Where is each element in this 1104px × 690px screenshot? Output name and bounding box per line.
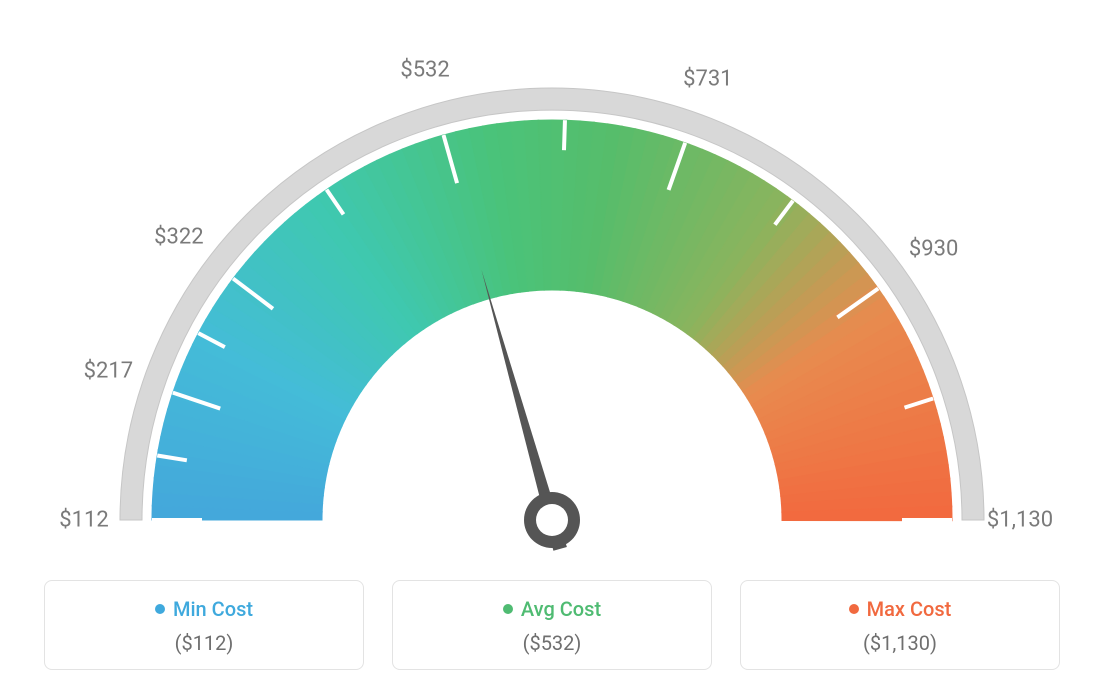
gauge-chart [0,0,1104,560]
legend-value-max: ($1,130) [751,631,1049,655]
tick-label: $532 [400,57,449,82]
tick-label: $112 [59,508,108,533]
legend-card-min: Min Cost ($112) [44,580,364,670]
tick-label: $731 [683,66,732,91]
legend-title-max: Max Cost [849,597,952,621]
legend-title-text-avg: Avg Cost [521,597,601,621]
legend-value-min: ($112) [55,631,353,655]
legend-title-avg: Avg Cost [503,597,601,621]
legend-card-max: Max Cost ($1,130) [740,580,1060,670]
legend-dot-max [849,604,859,614]
legend-title-text-max: Max Cost [867,597,952,621]
legend-card-avg: Avg Cost ($532) [392,580,712,670]
tick-label: $1,130 [987,508,1053,533]
legend-row: Min Cost ($112) Avg Cost ($532) Max Cost… [0,580,1104,670]
legend-title-min: Min Cost [155,597,253,621]
tick-label: $217 [84,358,133,383]
legend-value-avg: ($532) [403,631,701,655]
tick-label: $322 [154,225,203,250]
legend-dot-avg [503,604,513,614]
legend-title-text-min: Min Cost [173,597,253,621]
legend-dot-min [155,604,165,614]
tick-label: $930 [909,237,958,262]
gauge-container: $112 $217 $322 $532 $731 $930 $1,130 [0,0,1104,560]
needle-hub-inner [536,504,568,536]
gauge-arc [152,120,952,521]
